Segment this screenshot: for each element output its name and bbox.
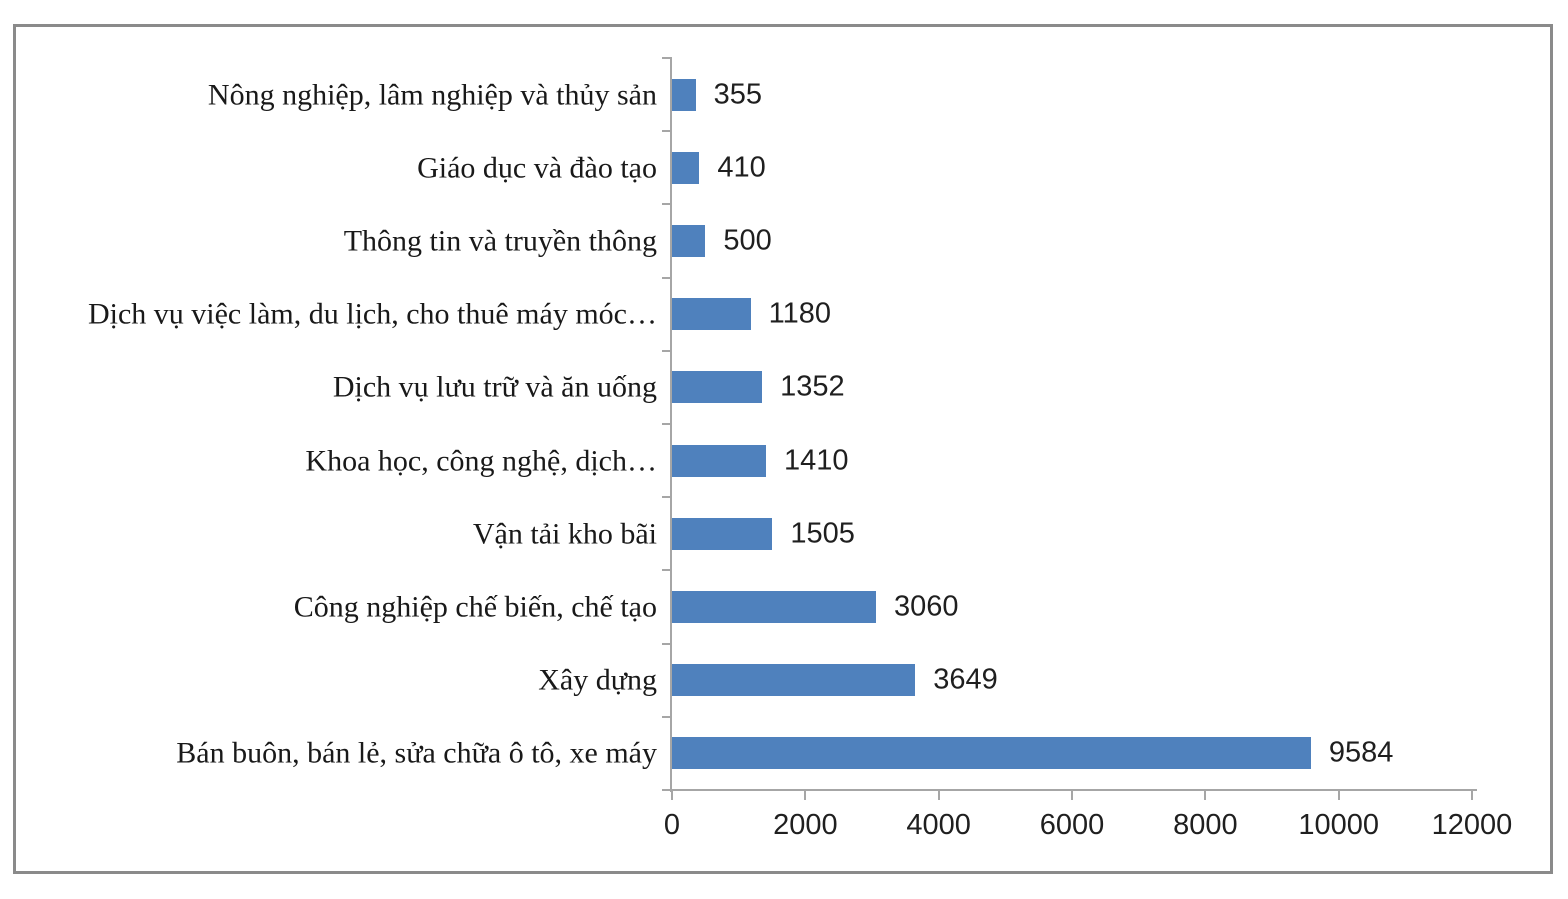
bar [672,151,700,184]
y-axis-tick [662,130,671,133]
x-axis-tick-label: 12000 [1431,809,1513,841]
category-label: Xây dựng [538,663,657,697]
x-axis-tick-label: 2000 [773,809,838,841]
y-axis-tick [662,789,671,791]
y-axis-tick [662,496,671,499]
bar [672,78,696,111]
value-label: 1352 [780,370,845,403]
value-label: 1410 [784,444,849,477]
bar [672,664,916,697]
value-label: 410 [717,151,766,184]
category-label: Dịch vụ việc làm, du lịch, cho thuê máy … [87,297,657,331]
bar-row: Nông nghiệp, lâm nghiệp và thủy sản 355 [0,58,1568,131]
bar-row: Xây dựng 3649 [0,644,1568,717]
x-axis-tick-label: 10000 [1298,809,1379,841]
chart-frame [13,24,1553,874]
value-label: 1180 [768,297,832,330]
y-axis-tick [662,569,671,572]
value-label: 9584 [1328,736,1394,769]
x-axis-tick [1204,791,1207,800]
x-axis-tick [804,791,807,800]
category-label: Khoa học, công nghệ, dịch… [305,443,657,477]
value-label: 3060 [894,590,959,623]
category-label: Thông tin và truyền thông [343,224,657,258]
x-axis-tick-label: 0 [663,809,681,841]
x-axis-tick [671,791,673,800]
x-axis-tick-label: 6000 [1039,809,1105,841]
bar [672,444,766,477]
bar [672,371,763,404]
x-axis-tick [1337,791,1340,800]
value-label: 355 [713,78,763,111]
bar-row: Dịch vụ lưu trữ và ăn uống 1352 [0,351,1568,424]
bar-row: Bán buôn, bán lẻ, sửa chữa ô tô, xe máy 9… [0,717,1568,790]
x-axis-tick [937,791,940,800]
y-axis-line [670,57,672,792]
y-axis-tick [662,276,671,279]
bar [672,737,1311,770]
bar-row: Công nghiệp chế biến, chế tạo 3060 [0,570,1568,643]
y-axis-tick [662,715,671,718]
category-label: Nông nghiệp, lâm nghiệp và thủy sản [207,77,657,111]
category-label: Bán buôn, bán lẻ, sửa chữa ô tô, xe máy [176,736,657,770]
bar-row: Giáo dục và đào tạo 410 [0,131,1568,204]
category-label: Dịch vụ lưu trữ và ăn uống [332,370,657,404]
bar [672,298,751,331]
bar [672,517,773,550]
bar [672,590,876,623]
x-axis-tick [1471,791,1473,800]
value-label: 3649 [933,663,998,696]
bar [672,224,706,257]
y-axis-tick [662,349,671,352]
y-axis-tick [662,57,671,59]
value-label: 1505 [790,517,855,550]
x-axis-tick-label: 8000 [1173,809,1238,841]
bar-row: Vận tải kho bãi 1505 [0,497,1568,570]
x-axis-tick [1071,791,1073,800]
y-axis-tick [662,642,671,645]
x-axis-line [670,789,1477,791]
bar-row: Khoa học, công nghệ, dịch… 1410 [0,424,1568,497]
x-axis-tick-label: 4000 [906,809,971,841]
y-axis-tick [662,423,671,425]
value-label: 500 [723,224,772,257]
category-label: Công nghiệp chế biến, chế tạo [293,590,657,624]
category-label: Vận tải kho bãi [472,517,657,551]
y-axis-tick [662,203,671,206]
bar-row: Dịch vụ việc làm, du lịch, cho thuê máy … [0,278,1568,351]
bar-row: Thông tin và truyền thông 500 [0,204,1568,277]
category-label: Giáo dục và đào tạo [417,151,657,185]
